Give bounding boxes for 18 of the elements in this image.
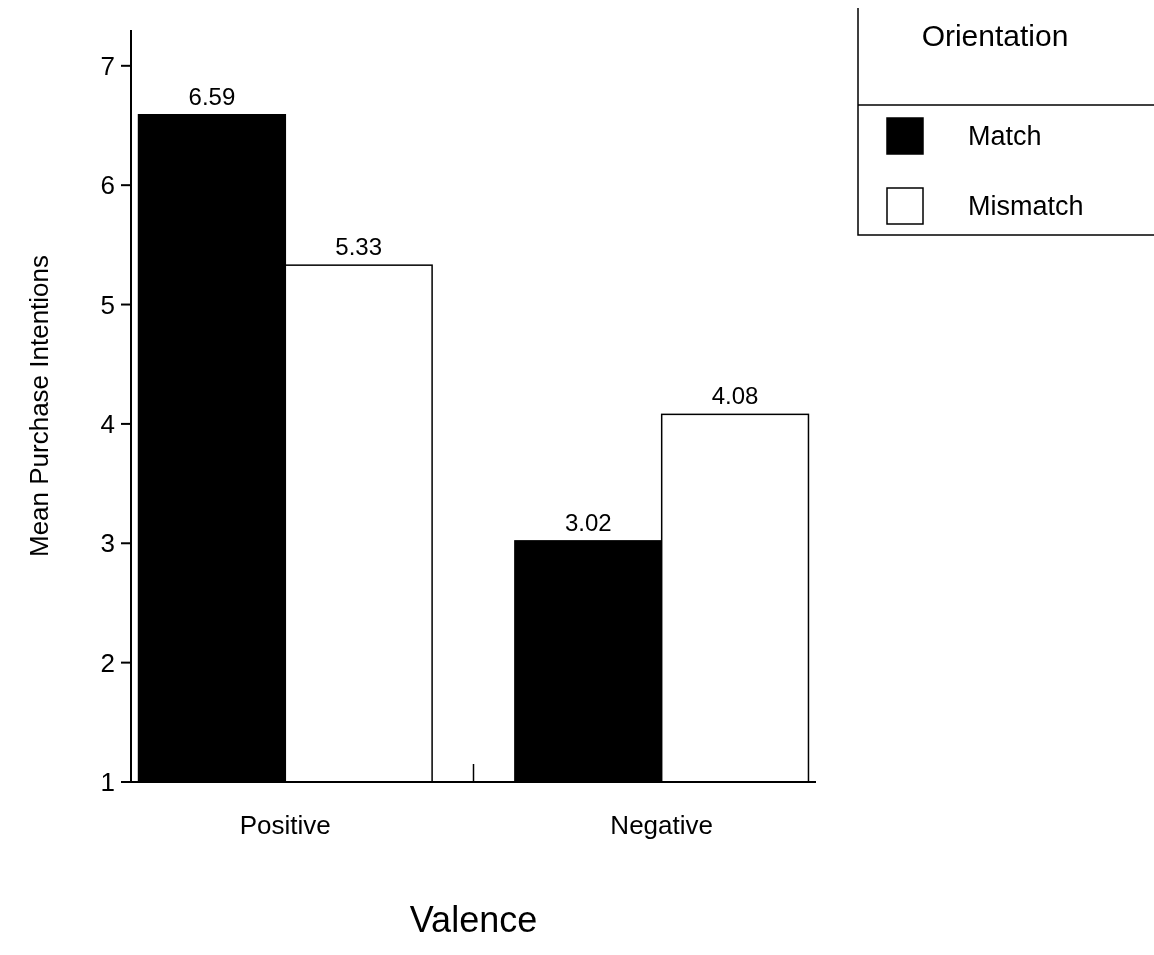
x-tick-label: Positive [239, 810, 331, 840]
y-tick-label: 1 [100, 767, 115, 798]
y-tick-label: 3 [100, 528, 115, 559]
legend-label: Mismatch [968, 191, 1084, 222]
data-label: 5.33 [335, 233, 383, 261]
x-tick-label: Negative [610, 810, 713, 840]
y-axis-title: Mean Purchase Intentions [24, 254, 54, 558]
data-label: 6.59 [188, 82, 236, 110]
y-tick-label: 2 [100, 647, 115, 678]
y-tick-label: 6 [100, 170, 115, 201]
y-tick-label: 4 [100, 409, 115, 439]
y-tick-label: 5 [100, 289, 115, 320]
legend-title: Orientation [921, 19, 1069, 52]
x-axis-title: Valence [409, 899, 538, 940]
data-label: 3.02 [564, 508, 612, 536]
legend-label: Match [968, 121, 1042, 152]
y-tick-label: 7 [100, 50, 115, 81]
data-label: 4.08 [711, 382, 759, 410]
